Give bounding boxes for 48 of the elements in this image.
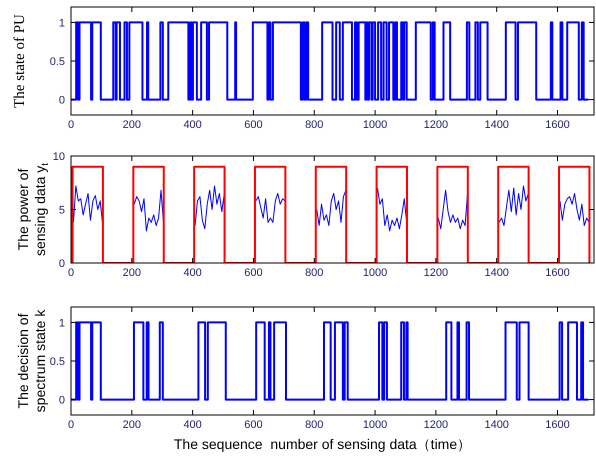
y-tick-label: 0 (58, 394, 65, 407)
line-series (194, 185, 225, 230)
x-tick-label: 200 (122, 119, 141, 131)
x-tick-label: 400 (183, 267, 202, 279)
y-tick-label: 0.5 (50, 356, 65, 368)
x-tick-label: 400 (183, 119, 202, 131)
x-tick-label: 1000 (362, 419, 388, 431)
line-series (316, 190, 346, 226)
line-series (72, 185, 104, 225)
x-tick-label: 1000 (362, 267, 388, 279)
x-tick-label: 600 (244, 419, 263, 431)
line-series (498, 185, 529, 226)
x-tick-label: 400 (183, 419, 202, 431)
x-tick-label: 1400 (484, 267, 509, 279)
x-tick-label: 200 (122, 419, 141, 431)
x-tick-label: 600 (244, 267, 263, 279)
y-tick-label: 0 (58, 258, 65, 270)
x-tick-label: 800 (305, 267, 324, 279)
y-tick-label: 0.5 (50, 56, 65, 68)
x-tick-label: 1000 (362, 119, 388, 131)
x-tick-label: 800 (305, 419, 324, 431)
y-tick-label: 0 (58, 94, 65, 107)
y-tick-label: 1 (58, 17, 65, 30)
x-tick-label: 1200 (424, 119, 448, 131)
x-tick-label: 1400 (484, 119, 509, 131)
line-series (377, 188, 408, 232)
x-tick-label: 1600 (545, 119, 570, 131)
y-tick-label: 1 (58, 317, 65, 330)
x-tick-label: 1400 (484, 419, 509, 431)
y-axis-title: The decision of spectrum state k (15, 308, 48, 412)
line-series (438, 190, 468, 230)
x-tick-label: 200 (122, 267, 141, 279)
line-series (255, 192, 286, 223)
y-axis-title: The state of PU (12, 14, 28, 108)
x-tick-label: 0 (68, 267, 74, 279)
x-tick-label: 0 (68, 119, 74, 131)
x-tick-label: 0 (68, 419, 74, 431)
line-series (559, 192, 590, 226)
y-tick-label: 5 (58, 204, 65, 216)
x-tick-label: 1200 (424, 267, 448, 279)
x-tick-label: 600 (244, 119, 263, 131)
x-tick-label: 1200 (424, 419, 448, 431)
x-tick-label: 800 (305, 119, 324, 131)
x-axis-title: The sequence number of sensing data（time） (174, 436, 472, 452)
y-tick-label: 10 (52, 151, 65, 163)
x-tick-label: 1600 (545, 419, 570, 431)
x-tick-label: 1600 (545, 267, 570, 279)
line-series (134, 190, 164, 232)
